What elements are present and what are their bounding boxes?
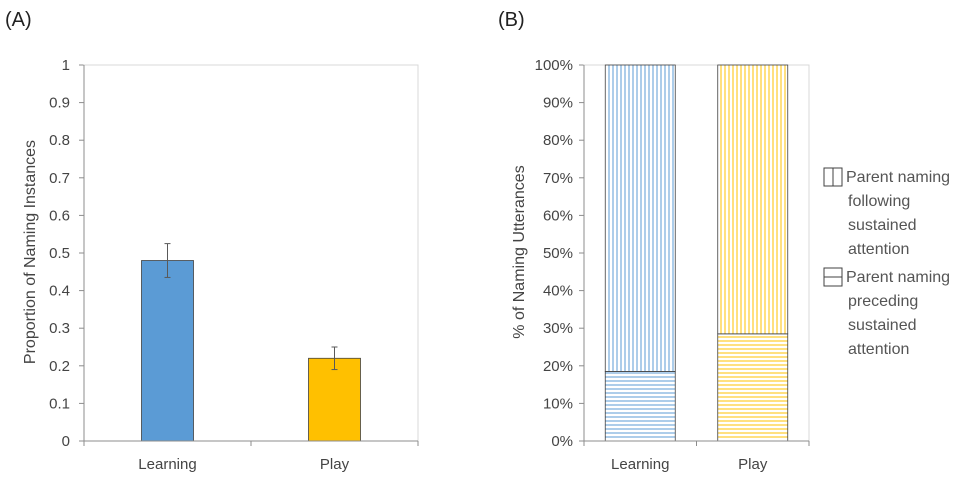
panel-a: (A) Proportion of Naming Instances 00.10… xyxy=(5,9,419,473)
panel-b-x-tick-label: Play xyxy=(738,456,768,473)
panel-b-bars xyxy=(604,64,789,442)
legend-text-line: preceding xyxy=(848,293,918,310)
legend-text-line: attention xyxy=(848,241,909,258)
panel-b-y-tick-label: 70% xyxy=(543,170,573,187)
legend-symbol-following xyxy=(823,167,843,187)
legend-text-line: sustained xyxy=(848,317,917,334)
panel-a-y-tick-label: 0.2 xyxy=(49,358,70,375)
panel-b-y-tick-label: 20% xyxy=(543,358,573,375)
legend-text-line: attention xyxy=(848,341,909,358)
panel-a-y-ticks: 0 0.1 0.2 0.3 0.4 0.5 0.6 0.7 0.8 0.9 1 xyxy=(49,57,84,450)
legend-text-line: following xyxy=(848,193,910,210)
panel-a-y-tick-label: 0.9 xyxy=(49,95,70,112)
panel-a-label: (A) xyxy=(5,9,32,31)
panel-b-bar-play-preceding xyxy=(717,333,789,442)
panel-a-y-tick-label: 0.5 xyxy=(49,245,70,262)
panel-b-y-tick-label: 10% xyxy=(543,395,573,412)
panel-b-label: (B) xyxy=(498,9,525,31)
panel-b-y-tick-label: 80% xyxy=(543,132,573,149)
panel-a-y-tick-label: 0.3 xyxy=(49,320,70,337)
panel-b-y-tick-label: 0% xyxy=(551,433,573,450)
panel-a-bar-learning xyxy=(141,260,194,442)
panel-b-bar-play-following xyxy=(717,64,789,335)
panel-b-x-tick-label: Learning xyxy=(611,456,669,473)
panel-a-y-tick-label: 1 xyxy=(62,57,70,74)
panel-b-y-ticks: 0% 10% 20% 30% 40% 50% 60% 70% 80% 90% 100% xyxy=(535,57,584,450)
panel-a-bars xyxy=(141,243,361,442)
legend-text-line: sustained xyxy=(848,217,917,234)
panel-a-y-tick-label: 0 xyxy=(62,433,70,450)
panel-a-y-tick-label: 0.7 xyxy=(49,170,70,187)
panel-b-y-tick-label: 40% xyxy=(543,283,573,300)
panel-a-y-tick-label: 0.1 xyxy=(49,395,70,412)
panel-b-y-tick-label: 50% xyxy=(543,245,573,262)
panel-b-y-tick-label: 90% xyxy=(543,95,573,112)
panel-b-x-ticks: Learning Play xyxy=(583,441,810,473)
legend-symbol-preceding xyxy=(823,267,843,287)
panel-b-bar-learning-following xyxy=(604,64,676,372)
panel-a-plot-border xyxy=(83,64,419,442)
panel-b-y-tick-label: 100% xyxy=(535,57,573,74)
panel-b-bar-learning-preceding xyxy=(604,371,676,442)
panel-a-bar-play xyxy=(308,357,361,442)
panel-a-x-tick-label: Play xyxy=(320,456,350,473)
panel-b-legend: Parent naming following sustained attention… xyxy=(823,167,950,358)
panel-b: (B) % of Naming Utterances 0% 10% 20% 30% 40… xyxy=(498,9,950,473)
panel-a-y-tick-label: 0.8 xyxy=(49,132,70,149)
panel-a-y-axis-title: Proportion of Naming Instances xyxy=(22,140,39,364)
panel-b-y-tick-label: 30% xyxy=(543,320,573,337)
panel-b-y-tick-label: 60% xyxy=(543,207,573,224)
legend-text-line: Parent naming xyxy=(846,269,950,286)
panel-a-x-ticks: Learning Play xyxy=(83,441,419,473)
legend-text-line: Parent naming xyxy=(846,169,950,186)
panel-a-y-tick-label: 0.6 xyxy=(49,207,70,224)
panel-a-y-tick-label: 0.4 xyxy=(49,283,70,300)
panel-a-x-tick-label: Learning xyxy=(138,456,196,473)
panel-b-y-axis-title: % of Naming Utterances xyxy=(511,165,528,338)
